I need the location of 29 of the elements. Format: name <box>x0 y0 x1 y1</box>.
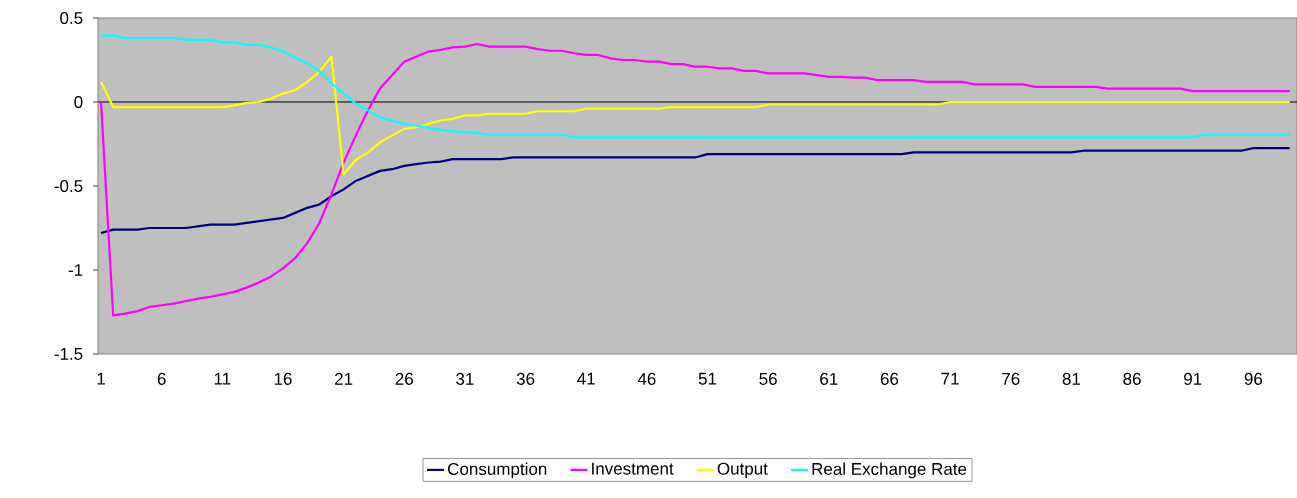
x-tick-label: 21 <box>335 372 353 385</box>
x-tick-label: 91 <box>1184 372 1202 385</box>
x-tick-label: 51 <box>698 372 717 385</box>
x-tick-label: 26 <box>395 372 413 385</box>
x-tick-label: 41 <box>577 372 595 385</box>
x-tick-label: 16 <box>274 372 292 385</box>
legend-label: Real Exchange Rate <box>812 462 967 479</box>
x-tick-label: 81 <box>1062 372 1081 385</box>
y-tick-label: -1 <box>68 264 83 276</box>
legend-label: Consumption <box>448 462 547 479</box>
x-tick-label: 61 <box>820 372 838 385</box>
x-tick-label: 31 <box>456 372 474 385</box>
x-tick-label: 86 <box>1123 372 1141 385</box>
x-tick-label: 56 <box>759 372 777 385</box>
y-tick-label: 0.5 <box>60 11 83 25</box>
y-tick-label: -0.5 <box>54 179 83 193</box>
x-tick-label: 6 <box>157 372 166 385</box>
x-tick-label: 11 <box>214 372 231 385</box>
x-tick-label: 71 <box>941 372 959 385</box>
x-tick-label: 96 <box>1244 372 1263 385</box>
legend-label: Investment <box>592 462 674 475</box>
x-tick-label: 36 <box>516 372 535 385</box>
x-tick-label: 1 <box>97 372 105 385</box>
y-tick-label: -1.5 <box>54 348 83 360</box>
y-tick-label: 0 <box>74 95 83 109</box>
x-tick-label: 46 <box>637 372 656 385</box>
legend-label: Output <box>717 462 768 479</box>
x-tick-label: 66 <box>880 372 899 385</box>
x-tick-label: 76 <box>1002 372 1020 385</box>
